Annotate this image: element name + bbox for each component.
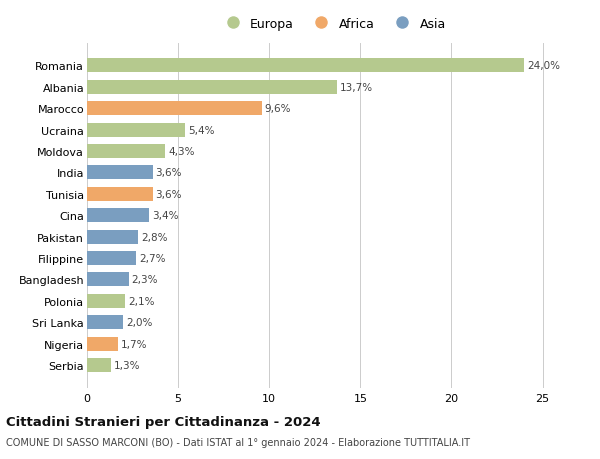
Text: 2,7%: 2,7% — [139, 253, 166, 263]
Bar — [87, 230, 138, 244]
Bar — [87, 358, 110, 372]
Bar — [87, 102, 262, 116]
Text: 2,0%: 2,0% — [126, 318, 152, 328]
Text: 2,3%: 2,3% — [131, 275, 158, 285]
Bar — [87, 187, 152, 202]
Text: 4,3%: 4,3% — [168, 147, 194, 157]
Bar — [87, 145, 166, 159]
Text: 5,4%: 5,4% — [188, 125, 215, 135]
Bar — [87, 166, 152, 180]
Text: 1,7%: 1,7% — [121, 339, 147, 349]
Text: Cittadini Stranieri per Cittadinanza - 2024: Cittadini Stranieri per Cittadinanza - 2… — [6, 415, 320, 428]
Text: COMUNE DI SASSO MARCONI (BO) - Dati ISTAT al 1° gennaio 2024 - Elaborazione TUTT: COMUNE DI SASSO MARCONI (BO) - Dati ISTA… — [6, 437, 470, 447]
Bar — [87, 81, 337, 95]
Text: 2,8%: 2,8% — [141, 232, 167, 242]
Bar — [87, 294, 125, 308]
Bar — [87, 316, 124, 330]
Bar — [87, 123, 185, 137]
Bar — [87, 59, 524, 73]
Text: 3,4%: 3,4% — [152, 211, 178, 221]
Text: 24,0%: 24,0% — [527, 61, 560, 71]
Bar — [87, 273, 129, 287]
Text: 9,6%: 9,6% — [265, 104, 291, 114]
Legend: Europa, Africa, Asia: Europa, Africa, Asia — [220, 17, 446, 30]
Text: 2,1%: 2,1% — [128, 296, 155, 306]
Bar — [87, 209, 149, 223]
Text: 1,3%: 1,3% — [113, 360, 140, 370]
Text: 13,7%: 13,7% — [340, 83, 373, 93]
Text: 3,6%: 3,6% — [155, 168, 182, 178]
Text: 3,6%: 3,6% — [155, 190, 182, 199]
Bar — [87, 337, 118, 351]
Bar — [87, 252, 136, 265]
